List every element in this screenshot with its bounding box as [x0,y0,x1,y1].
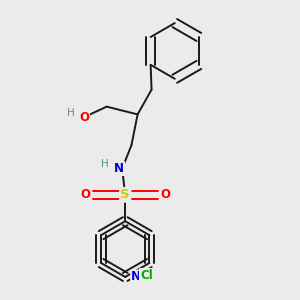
Text: N: N [114,162,124,175]
Text: Cl: Cl [140,269,153,282]
Text: H: H [67,108,75,118]
Text: O: O [79,111,89,124]
Text: O: O [160,188,170,201]
Text: O: O [80,188,90,201]
Text: S: S [120,188,130,201]
Text: N: N [131,270,141,284]
Text: H: H [101,159,109,169]
